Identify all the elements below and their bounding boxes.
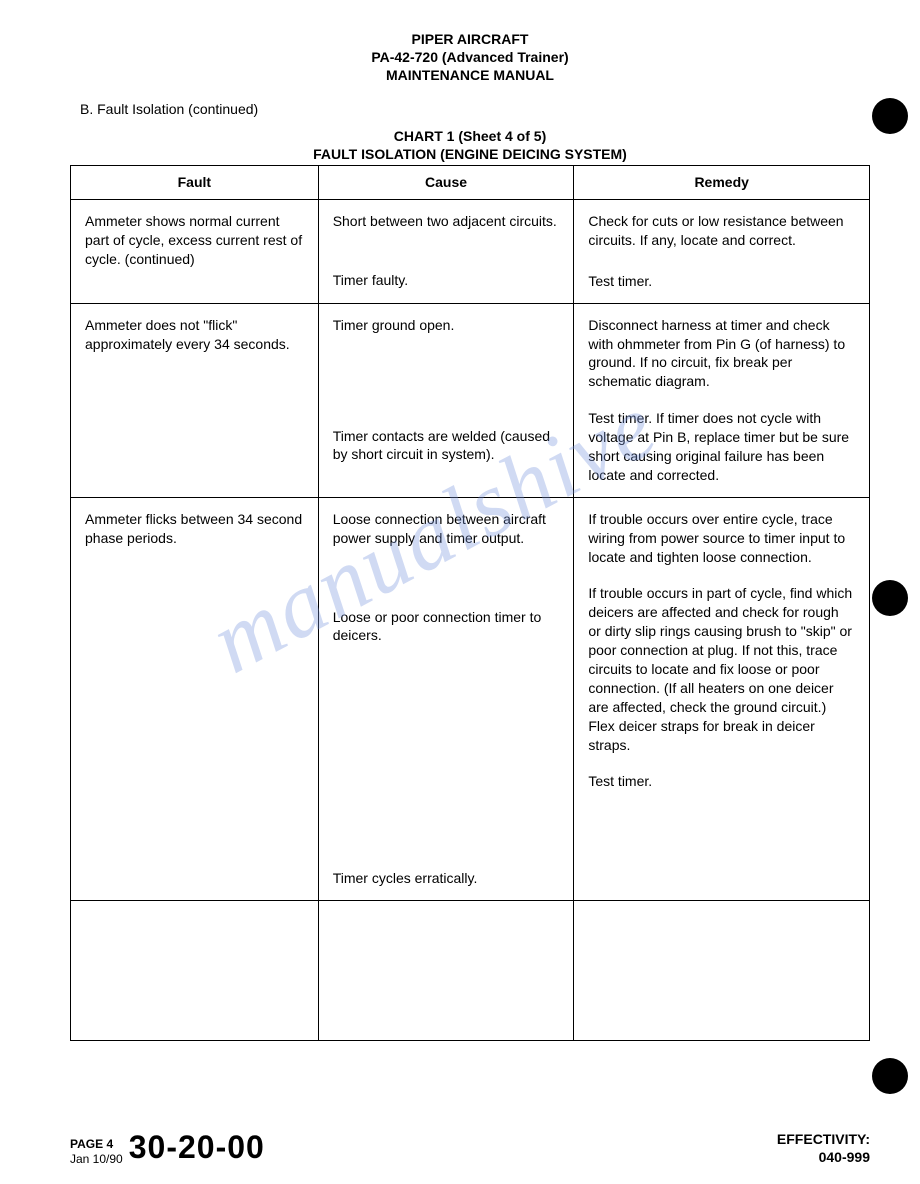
col-header-remedy: Remedy (574, 165, 870, 199)
remedy-cell: Check for cuts or low resistance between… (574, 199, 870, 303)
remedy-text: Test timer. (588, 272, 855, 291)
header-line-1: PIPER AIRCRAFT (70, 30, 870, 48)
cause-text: Timer ground open. (333, 316, 560, 335)
punch-hole-icon (872, 580, 908, 616)
page-number: PAGE 4 (70, 1137, 123, 1151)
remedy-text: If trouble occurs in part of cycle, find… (588, 584, 855, 754)
spacer-cell (574, 901, 870, 1041)
document-header: PIPER AIRCRAFT PA-42-720 (Advanced Train… (70, 30, 870, 85)
spacer-cell (318, 901, 574, 1041)
fault-text: Ammeter flicks between 34 second phase p… (85, 510, 304, 548)
section-number: 30-20-00 (129, 1129, 265, 1166)
remedy-text: Check for cuts or low resistance between… (588, 212, 855, 250)
fault-cell: Ammeter shows normal current part of cyc… (71, 199, 319, 303)
cause-text: Loose connection between aircraft power … (333, 510, 560, 548)
page-footer: PAGE 4 Jan 10/90 30-20-00 EFFECTIVITY: 0… (70, 1129, 870, 1166)
remedy-cell: Disconnect harness at timer and check wi… (574, 303, 870, 497)
fault-cell: Ammeter flicks between 34 second phase p… (71, 497, 319, 900)
cause-text: Short between two adjacent circuits. (333, 212, 560, 231)
effectivity-value: 040-999 (777, 1148, 870, 1166)
table-row: Ammeter shows normal current part of cyc… (71, 199, 870, 303)
fault-isolation-table: Fault Cause Remedy Ammeter shows normal … (70, 165, 870, 1041)
table-spacer-row (71, 901, 870, 1041)
remedy-text: Test timer. (588, 772, 855, 791)
remedy-text: Test timer. If timer does not cycle with… (588, 409, 855, 485)
remedy-text: Disconnect harness at timer and check wi… (588, 316, 855, 392)
header-line-2: PA-42-720 (Advanced Trainer) (70, 48, 870, 66)
fault-cell: Ammeter does not "flick" approximately e… (71, 303, 319, 497)
table-row: Ammeter does not "flick" approximately e… (71, 303, 870, 497)
table-header-row: Fault Cause Remedy (71, 165, 870, 199)
spacer-cell (71, 901, 319, 1041)
punch-hole-icon (872, 1058, 908, 1094)
effectivity-label: EFFECTIVITY: (777, 1130, 870, 1148)
header-line-3: MAINTENANCE MANUAL (70, 66, 870, 84)
footer-left: PAGE 4 Jan 10/90 30-20-00 (70, 1129, 265, 1166)
fault-text: Ammeter shows normal current part of cyc… (85, 212, 304, 269)
cause-text: Timer contacts are welded (caused by sho… (333, 427, 560, 465)
chart-title-line-2: FAULT ISOLATION (ENGINE DEICING SYSTEM) (70, 145, 870, 163)
footer-right: EFFECTIVITY: 040-999 (777, 1130, 870, 1166)
fault-text: Ammeter does not "flick" approximately e… (85, 316, 304, 354)
remedy-text: If trouble occurs over entire cycle, tra… (588, 510, 855, 567)
cause-text: Timer faulty. (333, 271, 560, 290)
chart-title: CHART 1 (Sheet 4 of 5) FAULT ISOLATION (… (70, 127, 870, 163)
chart-title-line-1: CHART 1 (Sheet 4 of 5) (70, 127, 870, 145)
section-title: B. Fault Isolation (continued) (80, 101, 870, 117)
cause-text: Loose or poor connection timer to deicer… (333, 608, 560, 646)
cause-cell: Loose connection between aircraft power … (318, 497, 574, 900)
col-header-fault: Fault (71, 165, 319, 199)
page-info: PAGE 4 Jan 10/90 (70, 1137, 123, 1166)
punch-hole-icon (872, 98, 908, 134)
remedy-cell: If trouble occurs over entire cycle, tra… (574, 497, 870, 900)
page-date: Jan 10/90 (70, 1152, 123, 1166)
cause-text: Timer cycles erratically. (333, 869, 560, 888)
cause-cell: Timer ground open. Timer contacts are we… (318, 303, 574, 497)
col-header-cause: Cause (318, 165, 574, 199)
cause-cell: Short between two adjacent circuits. Tim… (318, 199, 574, 303)
table-row: Ammeter flicks between 34 second phase p… (71, 497, 870, 900)
